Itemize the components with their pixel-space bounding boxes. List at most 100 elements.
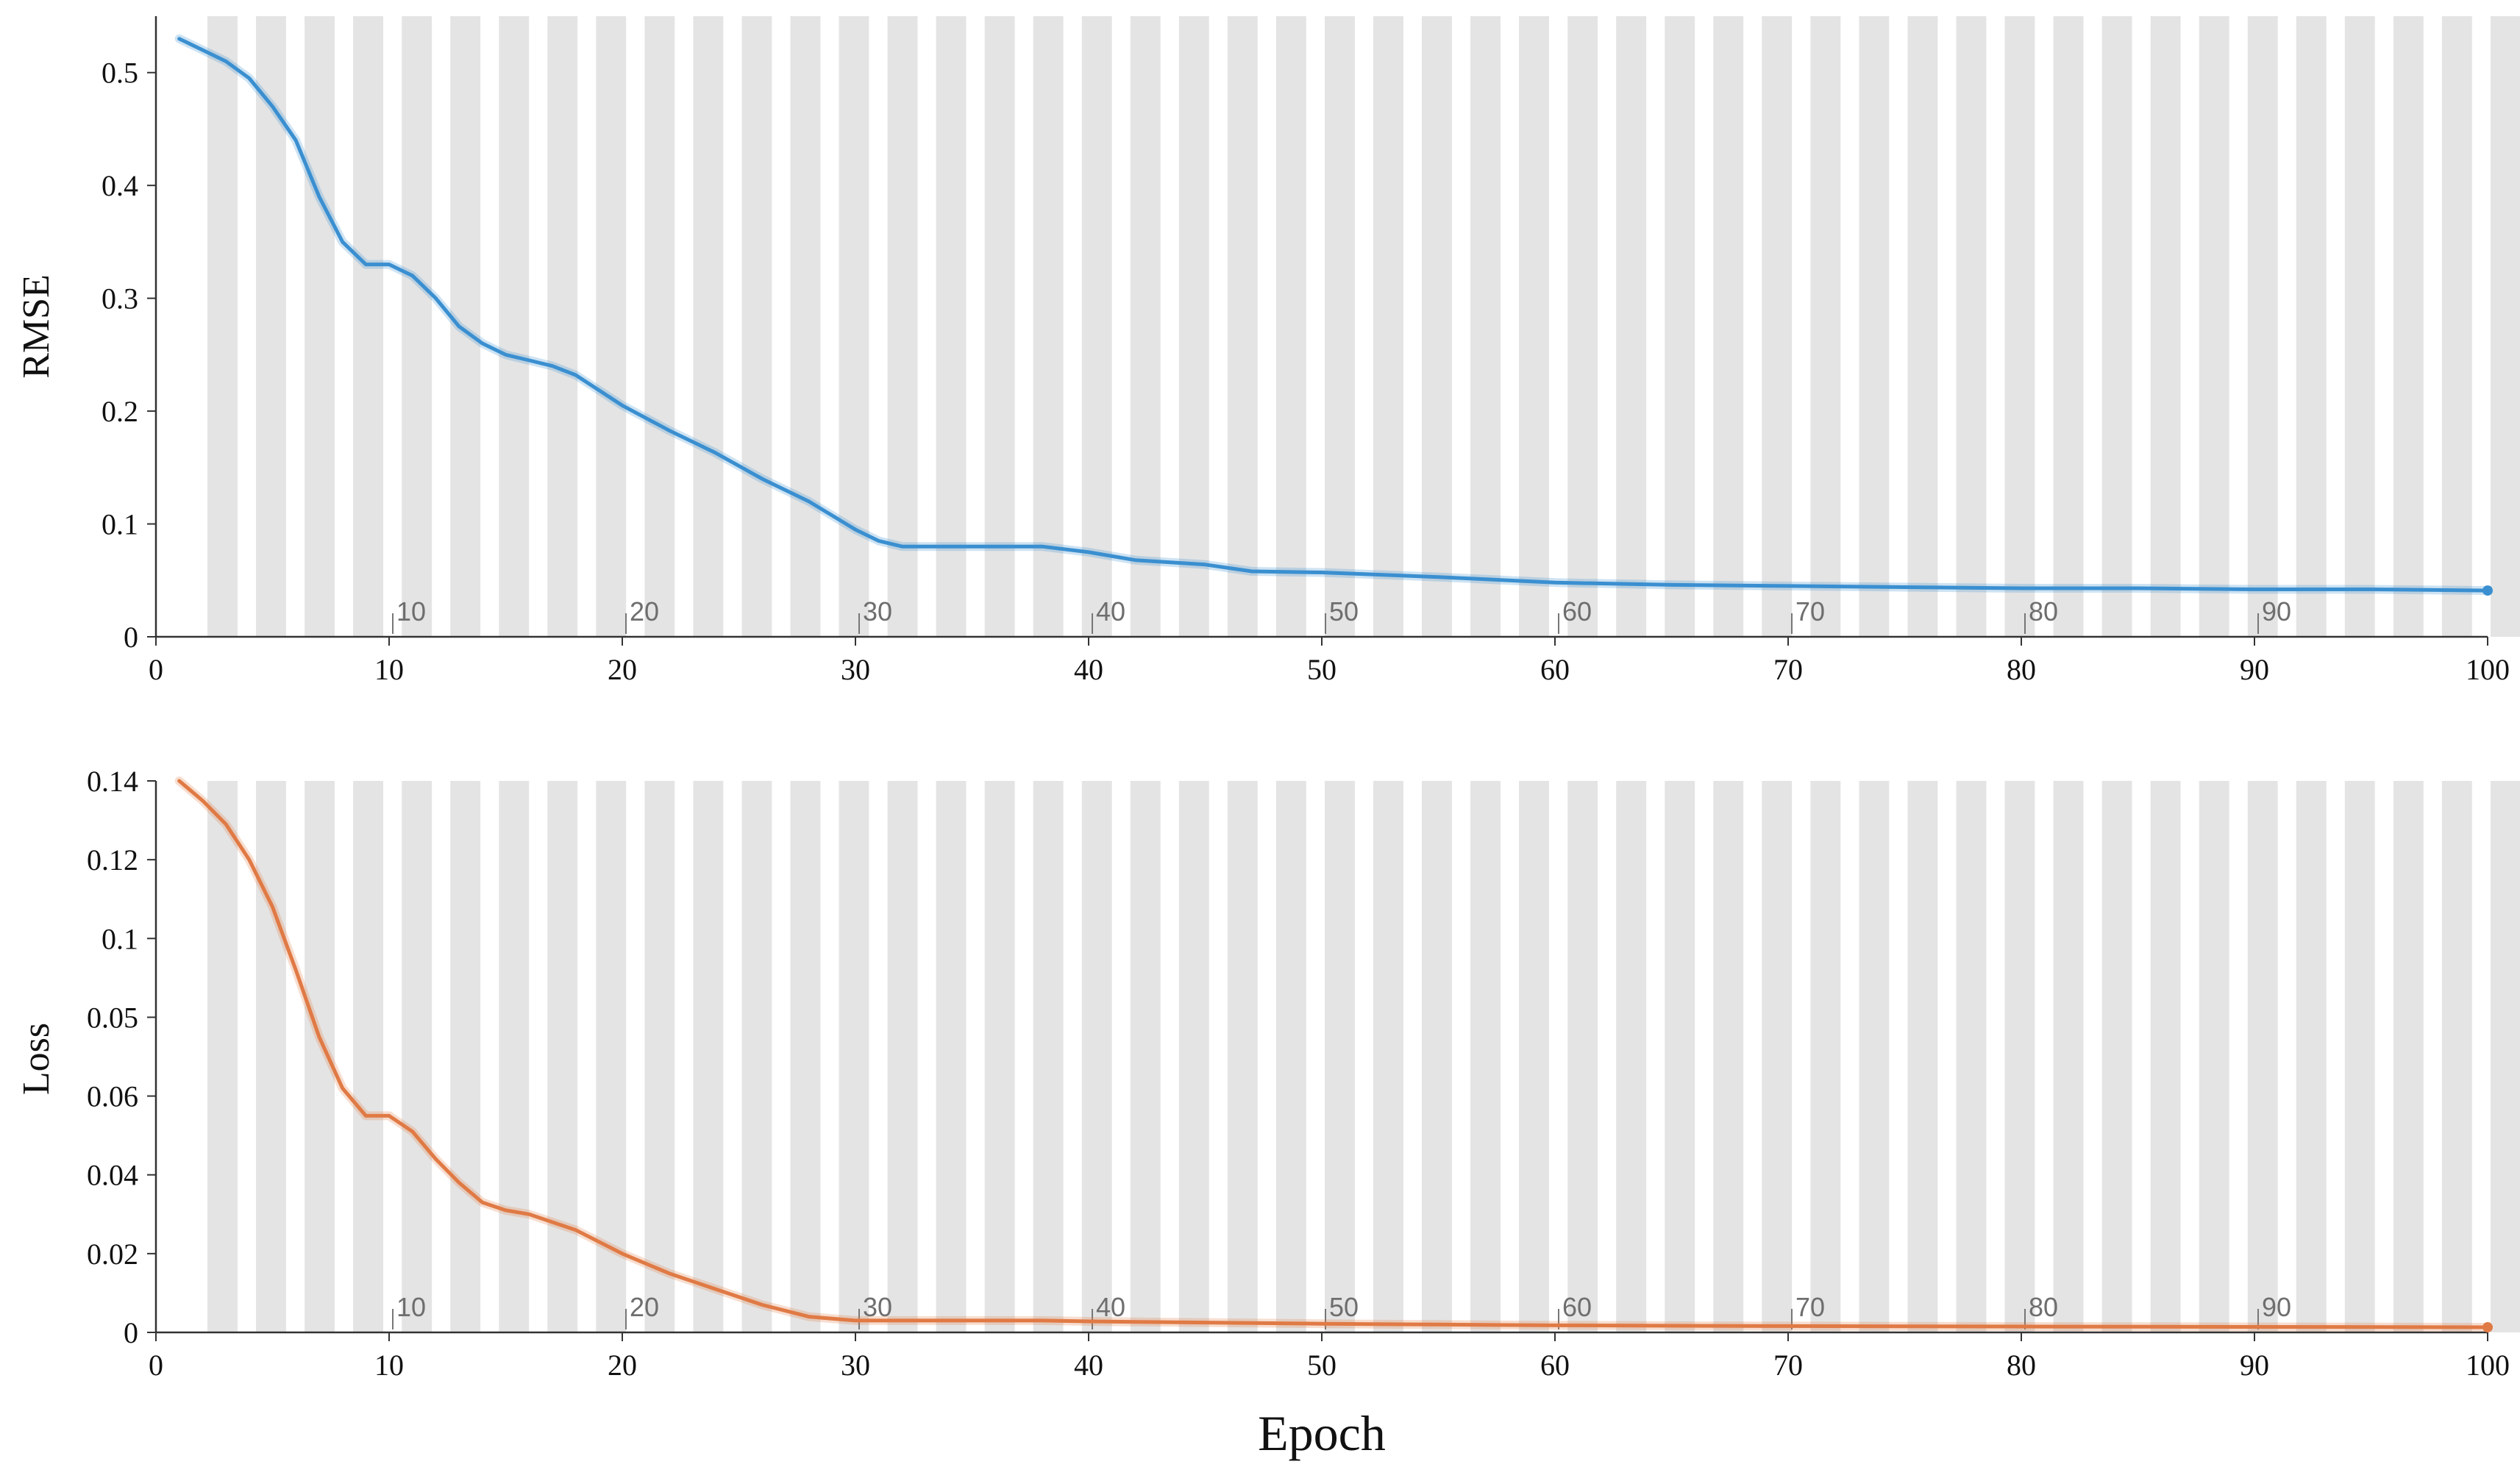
x-tick-label: 80: [2007, 653, 2036, 686]
x-tick-label: 0: [149, 1349, 163, 1382]
y-axis-label: RMSE: [15, 274, 57, 379]
x-tick-label: 50: [1307, 1349, 1336, 1382]
y-tick-label: 0: [124, 1316, 138, 1349]
y-tick-label: 0.3: [102, 282, 138, 315]
background-band: [1227, 781, 1258, 1332]
background-band: [1519, 781, 1549, 1332]
y-tick-label: 0.14: [87, 765, 138, 798]
background-band: [2053, 781, 2084, 1332]
inner-tick-label: 40: [1096, 1292, 1125, 1322]
rmse-chart: 0 10 20 30 40 50 60 70 80 90 100 0 0.1 0.2 0.3 0.4 0.5 10…: [15, 16, 2520, 686]
y-tick-label: 0.5: [102, 57, 138, 90]
background-band: [1470, 781, 1501, 1332]
background-band: [1470, 16, 1501, 637]
inner-tick-label: 10: [396, 596, 426, 626]
background-band: [2393, 781, 2424, 1332]
background-band: [2491, 781, 2520, 1332]
background-band: [1130, 781, 1161, 1332]
background-band: [1373, 16, 1403, 637]
background-band: [1081, 16, 1112, 637]
inner-tick-label: 90: [2262, 596, 2291, 626]
y-tick-label: 0.4: [102, 169, 138, 202]
background-band: [1907, 16, 1938, 637]
background-band: [936, 16, 967, 637]
background-band: [887, 781, 918, 1332]
x-tick-label: 70: [1773, 1349, 1803, 1382]
x-tick-label: 90: [2240, 1349, 2269, 1382]
background-band: [1713, 781, 1744, 1332]
series-line: [177, 779, 2490, 1329]
background-band: [402, 16, 433, 637]
inner-tick-label: 50: [1329, 1292, 1359, 1322]
background-band: [2393, 16, 2424, 637]
x-tick-label: 60: [1540, 1349, 1570, 1382]
background-band: [596, 781, 627, 1332]
inner-tick-label: 80: [2029, 596, 2058, 626]
y-axis-label: Loss: [15, 1023, 57, 1095]
inner-tick-label: 30: [863, 1292, 892, 1322]
y-tick-label: 0: [124, 621, 138, 654]
x-tick-label: 100: [2466, 1349, 2510, 1382]
background-band: [644, 781, 675, 1332]
background-band: [790, 781, 821, 1332]
background-band: [353, 781, 383, 1332]
background-band: [1713, 16, 1744, 637]
background-band: [1810, 781, 1841, 1332]
background-band: [2150, 16, 2181, 637]
background-band: [596, 16, 627, 637]
inner-tick-label: 50: [1329, 596, 1359, 626]
inner-tick-label: 40: [1096, 596, 1125, 626]
background-band: [936, 781, 967, 1332]
background-band: [887, 16, 918, 637]
x-tick-label: 90: [2240, 653, 2269, 686]
background-band: [1859, 781, 1890, 1332]
inner-tick-label: 80: [2029, 1292, 2058, 1322]
background-band: [1178, 16, 1209, 637]
background-band: [1275, 781, 1306, 1332]
background-band: [1567, 16, 1598, 637]
background-band: [1033, 16, 1064, 637]
x-tick-label: 0: [149, 653, 163, 686]
background-band: [1373, 781, 1403, 1332]
background-band: [2441, 781, 2472, 1332]
background-band: [2344, 16, 2375, 637]
background-band: [2004, 781, 2035, 1332]
background-band: [499, 16, 530, 637]
background-band: [1665, 781, 1695, 1332]
background-band: [2199, 16, 2229, 637]
background-band: [984, 16, 1015, 637]
loss-chart: 0 10 20 30 40 50 60 70 80 90 100 0 0.02 0.04 0.06 0.05 0…: [15, 765, 2520, 1461]
inner-tick-label: 70: [1795, 1292, 1825, 1322]
background-band: [1275, 16, 1306, 637]
inner-tick-label: 30: [863, 596, 892, 626]
background-band: [2053, 16, 2084, 637]
background-band: [305, 16, 335, 637]
y-tick-label: 0.12: [87, 843, 138, 877]
inner-tick-label: 90: [2262, 1292, 2291, 1322]
background-band: [984, 781, 1015, 1332]
background-band: [1859, 16, 1890, 637]
x-axis-label: Epoch: [1258, 1405, 1386, 1461]
background-band: [693, 781, 724, 1332]
background-band: [207, 781, 238, 1332]
x-tick-label: 100: [2466, 653, 2510, 686]
background-band: [1325, 781, 1355, 1332]
background-band: [1762, 16, 1793, 637]
background-band: [693, 16, 724, 637]
series-end-point: [2482, 585, 2493, 596]
background-band: [402, 781, 433, 1332]
x-tick-label: 10: [374, 653, 404, 686]
background-band: [1762, 781, 1793, 1332]
x-tick-label: 10: [374, 1349, 404, 1382]
background-band: [644, 16, 675, 637]
background-band: [547, 16, 578, 637]
background-band: [2491, 16, 2520, 637]
y-tick-label: 0.2: [102, 395, 138, 428]
background-band: [1956, 16, 1987, 637]
background-band: [1422, 16, 1452, 637]
y-tick-label: 0.1: [102, 508, 138, 541]
background-band: [1956, 781, 1987, 1332]
background-band: [1907, 781, 1938, 1332]
x-tick-label: 50: [1307, 653, 1336, 686]
